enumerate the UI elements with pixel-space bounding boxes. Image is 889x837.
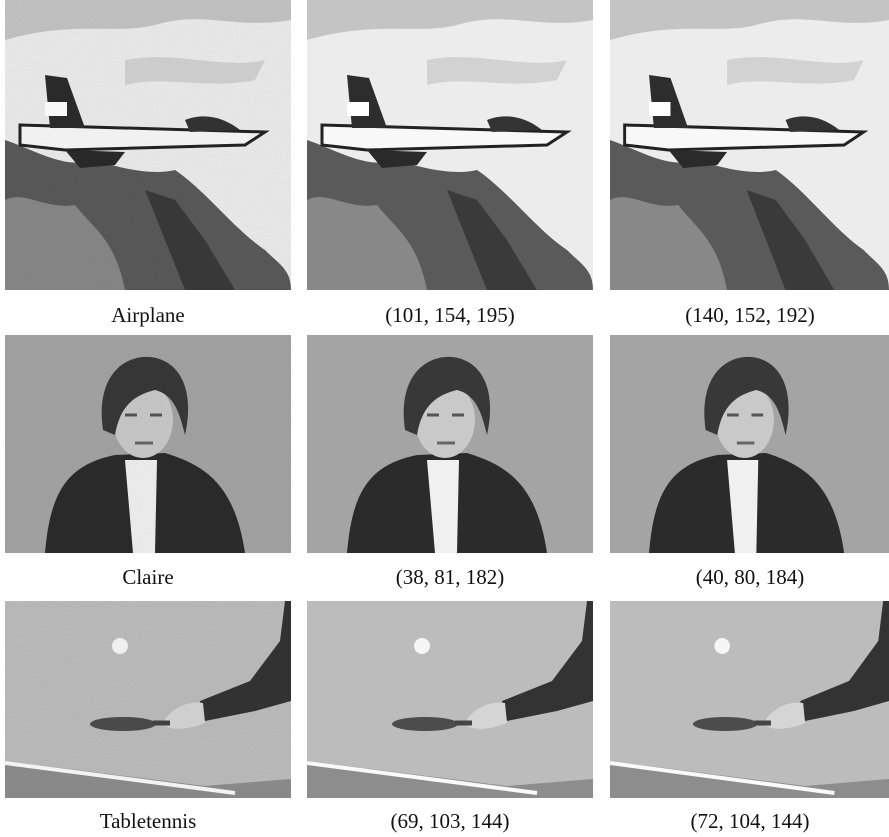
image: [5, 601, 291, 798]
image: [307, 0, 593, 290]
image: [5, 335, 291, 553]
caption: (69, 103, 144): [391, 809, 510, 833]
caption: Tabletennis: [100, 809, 197, 833]
caption: (140, 152, 192): [685, 303, 815, 327]
image-grid: [5, 0, 889, 798]
caption: (40, 80, 184): [696, 565, 805, 589]
caption: Claire: [122, 565, 173, 589]
figure: Airplane (101, 154, 195) (140, 152, 192)…: [0, 0, 889, 837]
caption: (38, 81, 182): [396, 565, 505, 589]
image: [610, 601, 889, 798]
image: [307, 601, 593, 798]
caption: (72, 104, 144): [691, 809, 810, 833]
image: [5, 0, 291, 290]
image: [307, 335, 593, 553]
image: [610, 0, 889, 290]
image: [610, 335, 889, 553]
caption: (101, 154, 195): [385, 303, 515, 327]
caption: Airplane: [111, 303, 184, 327]
